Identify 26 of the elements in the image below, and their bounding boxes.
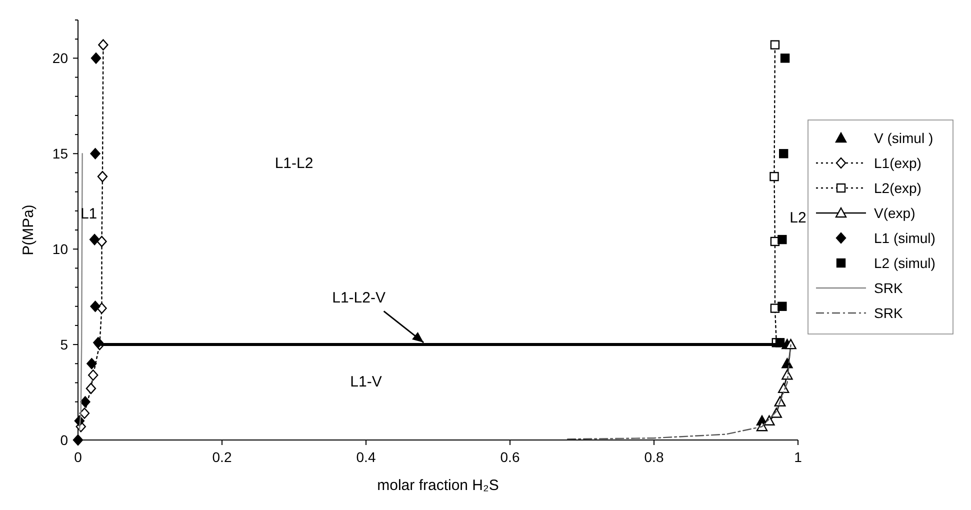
x-tick-label: 0.4 <box>356 449 376 465</box>
y-axis-title: P(MPa) <box>20 204 37 256</box>
y-tick-label: 10 <box>52 240 68 257</box>
x-tick-label: 0.2 <box>212 449 232 465</box>
legend-label: L1 (simul) <box>874 230 936 246</box>
annotation: L1-V <box>350 373 382 390</box>
x-axis-title: molar fraction H₂S <box>377 477 499 494</box>
y-tick-label: 0 <box>60 432 68 448</box>
y-tick-label: 20 <box>52 50 68 66</box>
annotation: L1-L2-V <box>332 289 386 306</box>
legend-label: SRK <box>874 280 904 296</box>
legend-label: V (simul ) <box>874 130 934 146</box>
x-tick-label: 0 <box>74 449 82 465</box>
legend-label: L2 (simul) <box>874 254 936 271</box>
annotation: L1 <box>80 205 98 222</box>
legend-label: V(exp) <box>874 204 916 221</box>
legend-label: SRK <box>874 304 904 321</box>
x-tick-label: 0.6 <box>500 449 520 465</box>
annotation: L1-L2 <box>274 155 314 172</box>
x-tick-label: 1 <box>794 449 802 465</box>
y-tick-label: 5 <box>60 336 68 352</box>
y-tick-label: 15 <box>52 146 68 162</box>
x-tick-label: 0.8 <box>644 449 664 465</box>
annotation: L2 <box>790 210 806 227</box>
legend-label: L1(exp) <box>874 154 922 171</box>
legend-label: L2(exp) <box>874 180 922 196</box>
